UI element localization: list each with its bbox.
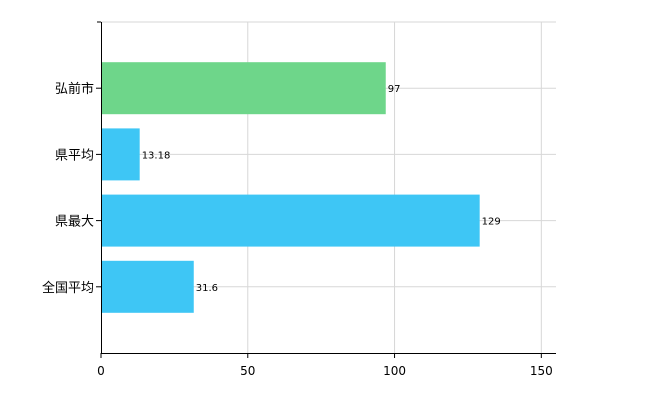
x-tick-label: 0 bbox=[97, 364, 105, 378]
data-label: 97 bbox=[388, 84, 401, 95]
axis-layer bbox=[96, 21, 556, 358]
y-tick-label: 全国平均 bbox=[42, 280, 94, 296]
x-tick-label: 100 bbox=[383, 364, 406, 378]
y-tick-label: 県最大 bbox=[55, 215, 94, 230]
bar bbox=[101, 260, 194, 313]
bar-layer bbox=[101, 62, 480, 313]
x-tick-label: 150 bbox=[530, 364, 553, 378]
bar bbox=[101, 128, 140, 181]
x-tick-label: 50 bbox=[240, 364, 255, 378]
bar bbox=[101, 62, 386, 115]
data-label: 129 bbox=[482, 217, 501, 228]
y-tick-label: 弘前市 bbox=[55, 81, 94, 97]
data-label: 31.6 bbox=[196, 283, 218, 294]
bar bbox=[101, 194, 480, 247]
y-tick-label: 県平均 bbox=[55, 148, 94, 163]
data-label: 13.18 bbox=[142, 150, 171, 161]
